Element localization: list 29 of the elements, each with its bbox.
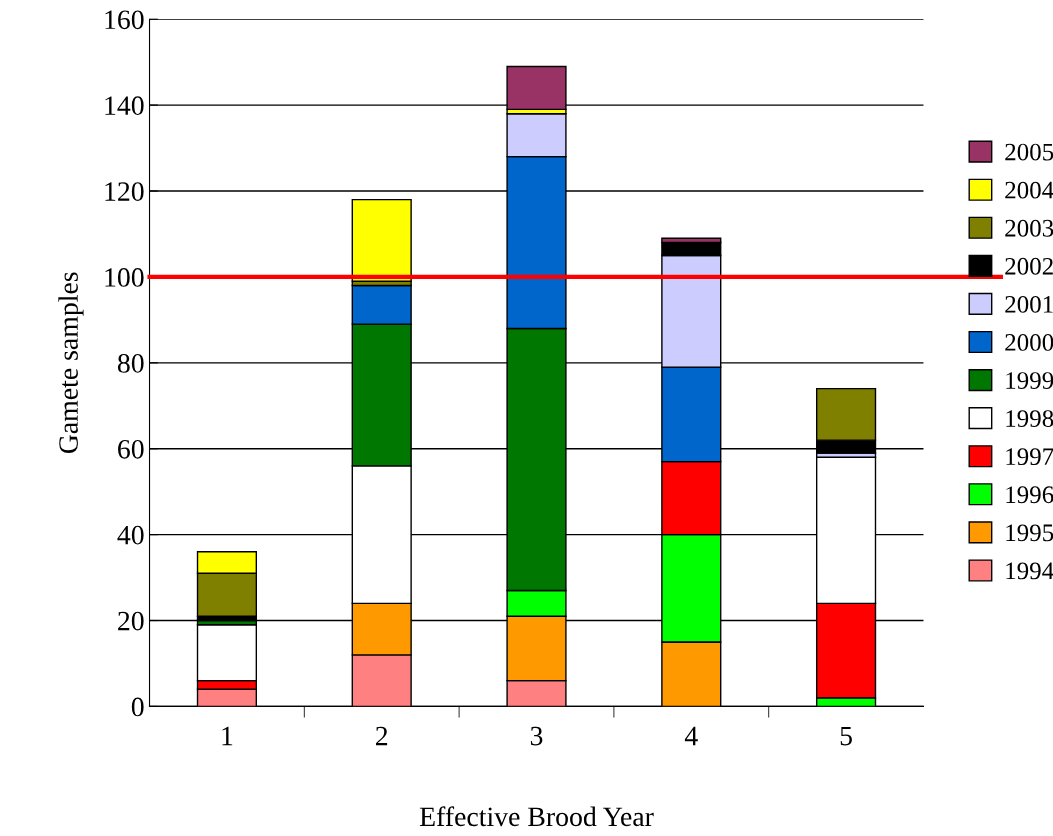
y-tick-label: 140 — [105, 96, 144, 116]
legend-label: 1997 — [1006, 448, 1053, 466]
legend-label: 1994 — [1006, 562, 1053, 580]
y-axis-title: Gamete samples — [58, 272, 84, 454]
y-tick-label: 80 — [117, 353, 144, 373]
y-tick-label: 100 — [105, 268, 144, 287]
y-tick-label: 20 — [118, 611, 144, 631]
x-tick-label: 1 — [222, 726, 233, 746]
legend-label: 2003 — [1005, 219, 1053, 237]
legend-label: 2004 — [1005, 181, 1053, 199]
y-tick-label: 0 — [131, 697, 144, 717]
y-tick-label: 120 — [105, 182, 144, 201]
bar — [351, 198, 412, 282]
legend-label: 1998 — [1006, 410, 1053, 428]
y-tick-label: 40 — [117, 525, 144, 545]
x-axis-title: Effective Brood Year — [419, 806, 654, 827]
y-tick-label: 60 — [118, 439, 144, 459]
legend-label: 2002 — [1005, 257, 1053, 275]
x-tick-label: 2 — [375, 726, 388, 746]
legend-label: 1996 — [1006, 486, 1053, 504]
legend-label: 1999 — [1006, 372, 1053, 389]
legend-label: 2005 — [1005, 143, 1053, 161]
x-tick-label: 4 — [684, 726, 698, 746]
legend-label: 1995 — [1006, 524, 1053, 542]
y-tick-label: 160 — [105, 10, 144, 30]
x-tick-label: 3 — [530, 726, 543, 746]
x-tick-label: 5 — [840, 726, 852, 746]
legend-label: 2000 — [1005, 334, 1053, 351]
legend-label: 2001 — [1005, 295, 1053, 313]
